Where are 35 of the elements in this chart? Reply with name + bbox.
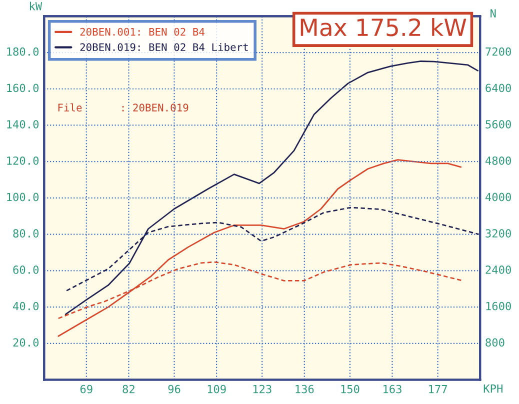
x-tick-label: 150 — [341, 384, 360, 394]
y-tick-label: 120.0 — [7, 156, 39, 165]
x-tick-label: 136 — [296, 384, 314, 394]
y-tick-label: 180.0 — [7, 47, 39, 56]
y-tick-label: 20.0 — [13, 338, 39, 347]
y2-tick-label: 3200 — [486, 229, 511, 238]
x-tick-label: 163 — [384, 384, 402, 394]
y2-tick-label: 4800 — [485, 156, 511, 165]
y-tick-label: 160.0 — [7, 84, 39, 92]
chart-title: Max 175.2 kW — [300, 18, 466, 36]
x-tick-label: 109 — [208, 384, 226, 394]
y-tick-label: 40.0 — [13, 302, 39, 310]
y-axis-title: kW — [30, 2, 42, 10]
y-tick-label: 100.0 — [7, 192, 39, 202]
x-tick-label: 123 — [253, 384, 272, 394]
y-tick-label: 80.0 — [13, 229, 39, 238]
y-tick-label: 140.0 — [7, 120, 39, 128]
y2-tick-label: 7200 — [486, 47, 511, 56]
y-tick-label: 60.0 — [13, 266, 39, 274]
legend-label: 20BEN.019: BEN 02 B4 Libert — [80, 43, 248, 52]
x-tick-label: 82 — [122, 384, 134, 394]
x-tick-label: 96 — [168, 384, 180, 394]
y2-tick-label: 800 — [486, 338, 504, 347]
x-tick-label: 69 — [80, 384, 92, 394]
x-axis-title: KPH — [484, 384, 502, 393]
y2-tick-label: 2400 — [486, 266, 511, 274]
y2-tick-label: 1600 — [486, 302, 511, 310]
line-series — [58, 159, 462, 337]
legend-label: 20BEN.001: BEN 02 B4 — [80, 28, 204, 36]
annotation: File : 20BEN.019 — [58, 103, 188, 112]
y2-axis-title: N — [490, 9, 496, 18]
y2-tick-label: 6400 — [486, 84, 511, 92]
x-tick-label: 177 — [429, 385, 447, 394]
y2-tick-label: 5600 — [486, 120, 511, 128]
y2-tick-label: 4000 — [485, 192, 511, 202]
